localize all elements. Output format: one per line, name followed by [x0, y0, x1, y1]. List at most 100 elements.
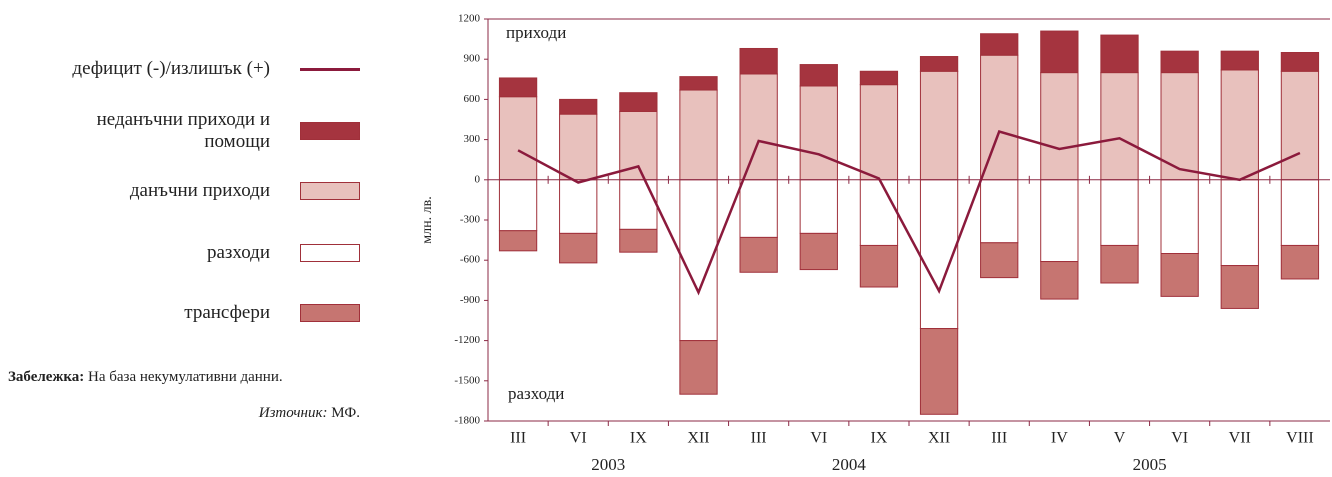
- bar: [559, 179, 598, 234]
- source-text: МФ.: [331, 405, 360, 421]
- bar: [1040, 179, 1079, 263]
- bar: [919, 70, 959, 181]
- bar: [498, 96, 538, 181]
- y-tick-label: -300: [460, 214, 481, 226]
- bar: [739, 179, 778, 238]
- bar: [739, 236, 778, 273]
- legend-label: трансфери: [184, 302, 270, 323]
- legend-swatch: [300, 244, 360, 262]
- bar: [739, 47, 778, 75]
- bar: [559, 98, 598, 115]
- bar: [679, 76, 718, 91]
- chart: млн. лв. приходи разходи -1800 -1500 -1200…: [420, 13, 1330, 474]
- bar: [799, 179, 838, 234]
- y-tick-label: -1200: [454, 334, 480, 346]
- bar: [1160, 50, 1199, 74]
- bar: [1100, 34, 1139, 74]
- bar: [1220, 265, 1259, 309]
- bar: [1220, 50, 1259, 71]
- bar: [919, 179, 959, 330]
- bar: [1100, 244, 1139, 284]
- bar: [980, 242, 1019, 279]
- x-tick-label: XII: [928, 430, 950, 447]
- bar: [739, 73, 778, 181]
- bar: [619, 92, 658, 112]
- x-tick-label: IX: [870, 430, 887, 447]
- bar: [1220, 179, 1259, 267]
- bar: [1280, 52, 1320, 72]
- y-tick-label: 900: [464, 53, 481, 65]
- bar: [980, 54, 1019, 181]
- legend-swatch: [300, 67, 360, 71]
- year-label: 2003: [591, 455, 625, 474]
- legend-item: трансфери: [0, 302, 362, 324]
- x-tick-label: VI: [810, 430, 827, 447]
- x-tick-label: IV: [1051, 430, 1068, 447]
- bar: [1040, 261, 1079, 300]
- note-label: Забележка:: [8, 369, 85, 385]
- y-tick-label: -1500: [454, 374, 480, 386]
- bar: [1100, 72, 1139, 181]
- legend-swatch: [300, 304, 360, 322]
- legend: дефицит (-)/излишък (+) неданъчни приход…: [0, 0, 380, 477]
- note: Забележка: На база некумулативни данни.: [8, 369, 283, 386]
- legend-item: разходи: [0, 242, 362, 264]
- bar: [919, 56, 959, 72]
- bar: [1160, 253, 1199, 297]
- bar: [980, 179, 1019, 244]
- deficit-line: [517, 130, 1301, 296]
- y-tick-label: 1200: [458, 13, 481, 25]
- legend-swatch: [300, 182, 360, 200]
- x-tick-label: IX: [630, 430, 647, 447]
- legend-item: данъчни приходи: [0, 180, 362, 202]
- legend-item: дефицит (-)/излишък (+): [0, 58, 362, 80]
- bar: [619, 228, 658, 253]
- legend-item: неданъчни приходи и помощи: [0, 109, 362, 153]
- bar: [679, 89, 718, 181]
- bar: [1040, 72, 1079, 181]
- bar: [498, 77, 538, 98]
- year-label: 2005: [1133, 455, 1167, 474]
- bar: [859, 244, 899, 288]
- annotation: приходи: [506, 23, 566, 42]
- bar: [859, 70, 899, 86]
- bar: [1280, 244, 1320, 280]
- x-tick-label: XII: [687, 430, 709, 447]
- bar: [1220, 69, 1259, 181]
- y-tick-label: -1800: [454, 415, 480, 427]
- bar: [1280, 179, 1320, 246]
- bar: [859, 179, 899, 246]
- bar: [799, 85, 838, 181]
- legend-label: данъчни приходи: [129, 180, 270, 201]
- source-label: Източник:: [258, 405, 328, 421]
- bar: [919, 328, 959, 415]
- y-tick-label: -900: [460, 294, 481, 306]
- bar: [498, 230, 538, 252]
- bar: [498, 179, 538, 232]
- legend-label: разходи: [206, 242, 270, 263]
- y-tick-label: 0: [475, 173, 481, 185]
- bar: [980, 33, 1019, 56]
- bar: [679, 340, 718, 395]
- x-tick-label: VIII: [1286, 430, 1314, 447]
- x-tick-label: III: [510, 430, 526, 447]
- note-text: На база некумулативни данни.: [88, 369, 283, 385]
- y-axis-label: млн. лв.: [420, 196, 435, 243]
- x-tick-label: VII: [1229, 430, 1251, 447]
- bar: [1160, 72, 1199, 181]
- bar: [1160, 179, 1199, 254]
- bar: [1100, 179, 1139, 246]
- source: Източник: МФ.: [259, 405, 360, 422]
- bar: [1280, 70, 1320, 181]
- x-tick-label: VI: [570, 430, 587, 447]
- x-tick-label: VI: [1171, 430, 1188, 447]
- legend-swatch: [300, 122, 360, 140]
- y-tick-label: 600: [464, 93, 481, 105]
- y-tick-label: 300: [464, 133, 481, 145]
- legend-label: неданъчни приходи и помощи: [96, 109, 270, 152]
- x-tick-label: III: [991, 430, 1007, 447]
- year-label: 2004: [832, 455, 867, 474]
- annotation: разходи: [508, 384, 564, 403]
- bar: [559, 113, 598, 181]
